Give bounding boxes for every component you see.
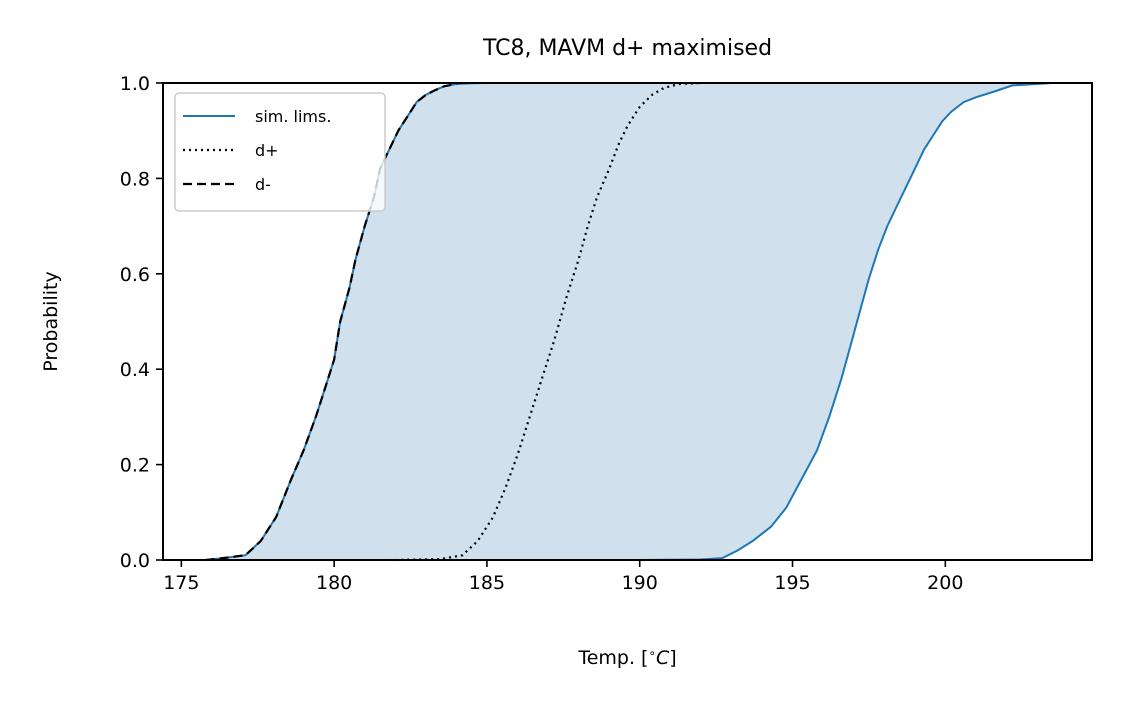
x-axis-label-suffix: ] xyxy=(669,647,676,669)
degree-symbol: ∘ xyxy=(648,646,656,660)
legend-label: sim. lims. xyxy=(255,107,331,126)
x-tick-label: 180 xyxy=(316,572,352,594)
legend-label: d- xyxy=(255,175,271,194)
sim-limits-band xyxy=(205,83,1053,560)
x-axis-label: Temp. [∘C] xyxy=(577,646,676,669)
chart-title: TC8, MAVM d+ maximised xyxy=(482,36,772,61)
x-axis-label-prefix: Temp. [ xyxy=(577,647,648,669)
x-tick-label: 185 xyxy=(469,572,505,594)
x-tick-label: 175 xyxy=(163,572,199,594)
x-tick-label: 200 xyxy=(927,572,963,594)
series-line-dplus xyxy=(395,81,701,562)
axes-frame xyxy=(162,82,1093,561)
x-axis-label-unit: C xyxy=(656,647,670,669)
y-axis-label: Probability xyxy=(40,271,62,371)
y-tick-label: 0.4 xyxy=(120,359,150,381)
y-axis: 0.0 0.2 0.4 0.6 0.8 1.0 xyxy=(120,73,163,572)
y-tick-label: 0.6 xyxy=(120,264,150,286)
y-tick-label: 1.0 xyxy=(120,73,150,95)
y-tick-label: 0.0 xyxy=(120,550,150,572)
series-line-dminus xyxy=(205,82,457,562)
plot-area xyxy=(205,81,1053,562)
series-line-lower xyxy=(548,82,1053,561)
x-tick-label: 195 xyxy=(774,572,810,594)
y-tick-label: 0.8 xyxy=(120,168,150,190)
legend-box xyxy=(174,92,386,212)
y-tick-label: 0.2 xyxy=(120,455,150,477)
legend-label: d+ xyxy=(255,141,279,160)
x-axis: 175 180 185 190 195 200 xyxy=(163,560,963,594)
x-tick-label: 190 xyxy=(622,572,658,594)
legend: sim. lims. d+ d- xyxy=(174,92,386,212)
